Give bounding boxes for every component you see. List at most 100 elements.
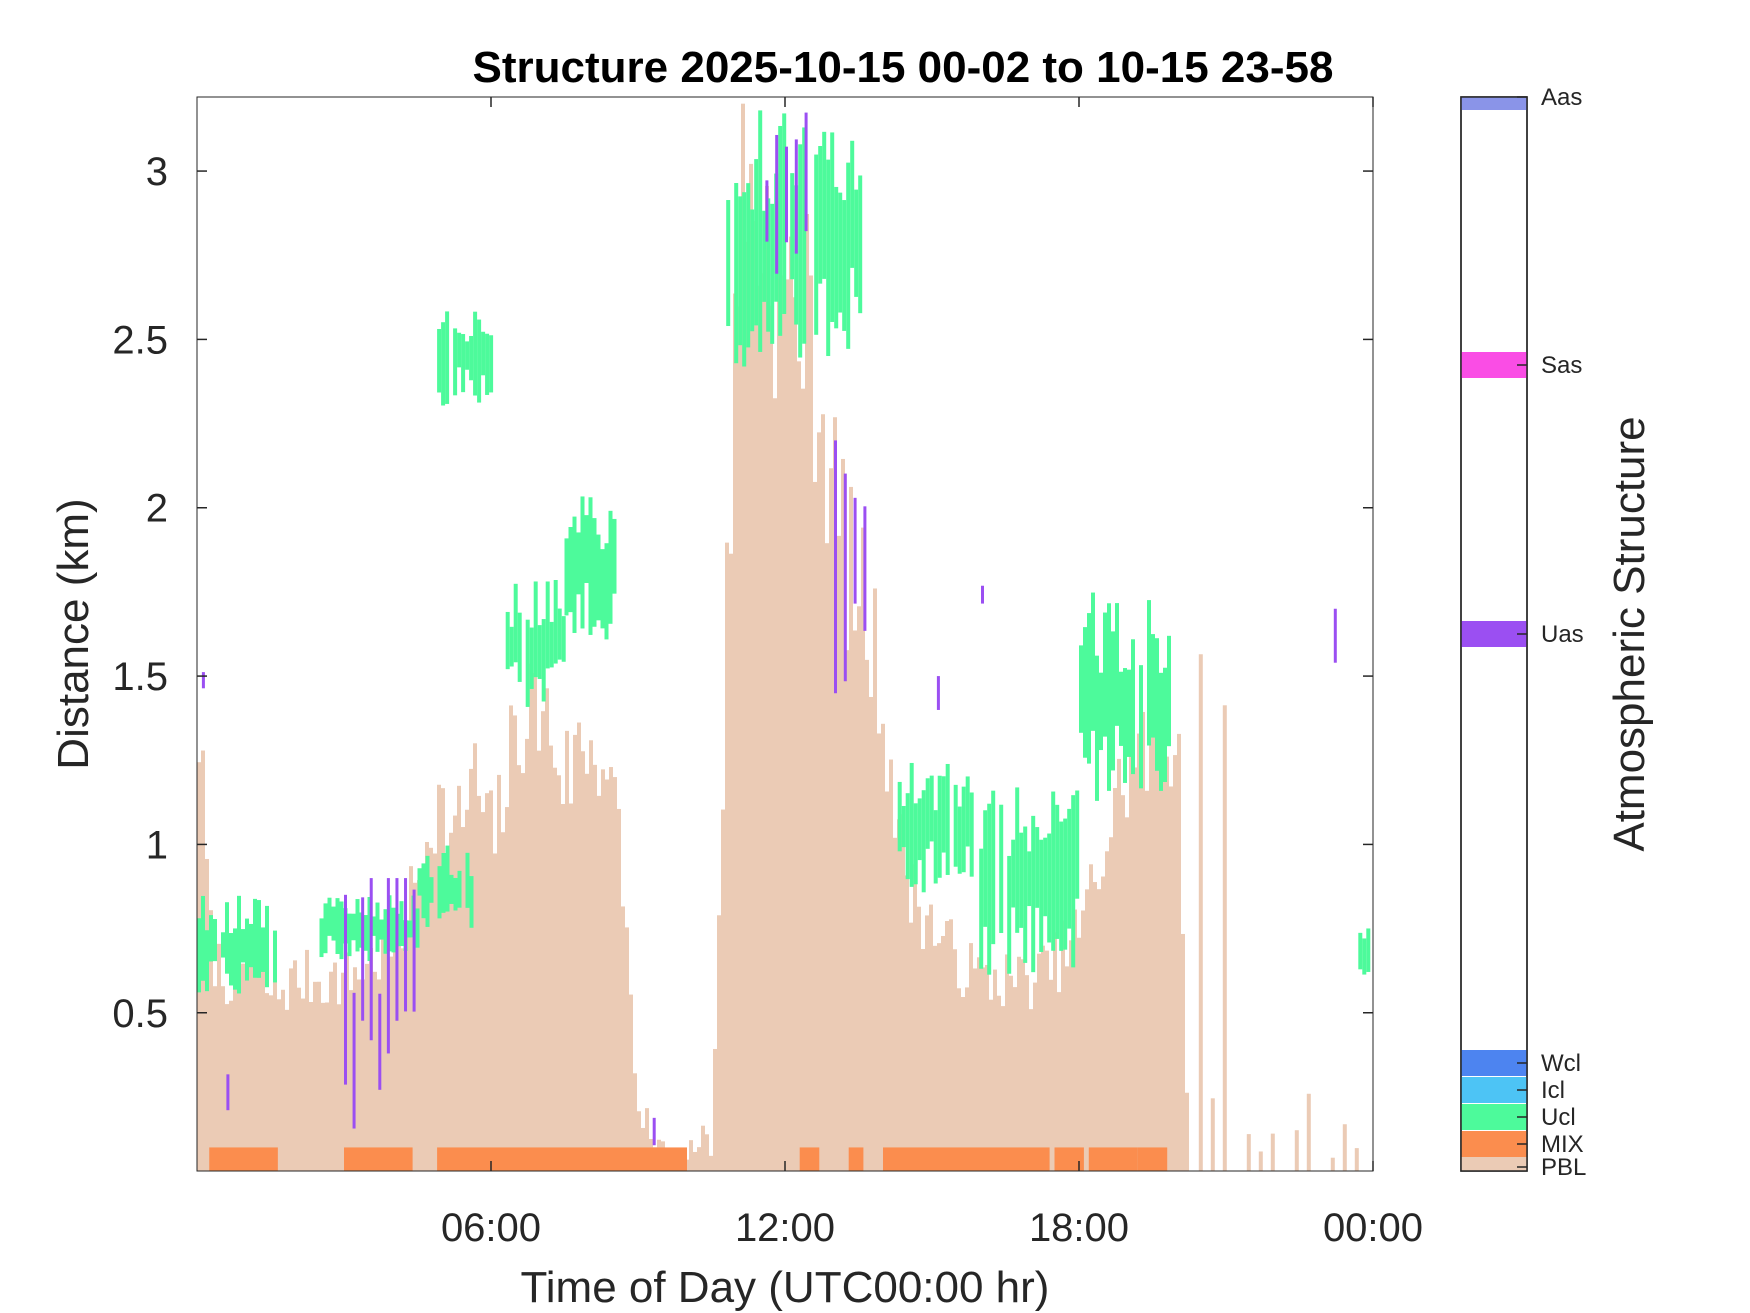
ucl-cell <box>429 877 434 903</box>
pbl-column <box>1093 882 1097 1171</box>
ucl-cell <box>858 175 863 314</box>
pbl-column <box>1153 708 1157 1171</box>
y-tick-label: 1 <box>146 823 168 867</box>
pbl-column <box>329 971 333 1171</box>
pbl-column <box>617 808 621 1171</box>
pbl-column <box>457 785 461 1171</box>
pbl-column <box>469 768 473 1171</box>
pbl-column <box>245 966 249 1171</box>
pbl-column <box>1141 711 1145 1171</box>
pbl-column <box>441 788 445 1171</box>
pbl-column <box>1145 790 1149 1171</box>
ucl-cell <box>608 510 613 624</box>
pbl-column <box>905 875 909 1171</box>
mix-segment <box>848 1147 864 1171</box>
uas-streak <box>386 878 390 1054</box>
pbl-column <box>965 987 969 1171</box>
pbl-column <box>957 988 961 1171</box>
pbl-column <box>1041 945 1045 1171</box>
pbl-column <box>257 960 261 1171</box>
pbl-column <box>1113 787 1117 1171</box>
pbl-column <box>497 774 501 1171</box>
ucl-cell <box>596 534 601 621</box>
pbl-column <box>493 853 497 1171</box>
pbl-column <box>597 795 601 1171</box>
ucl-cell <box>425 855 430 927</box>
pbl-column <box>797 361 801 1171</box>
pbl-column <box>273 974 277 1171</box>
ucl-cell <box>477 319 482 403</box>
pbl-column <box>1129 731 1133 1171</box>
ucl-cell <box>838 192 843 313</box>
ucl-cell <box>415 908 420 948</box>
pbl-column <box>1133 767 1137 1171</box>
pbl-column <box>961 996 965 1171</box>
pbl-column <box>589 740 593 1171</box>
pbl-column <box>729 553 733 1171</box>
ucl-cell <box>371 916 376 936</box>
pbl-column <box>805 213 809 1172</box>
ucl-cell <box>778 125 783 336</box>
pbl-column <box>365 963 369 1171</box>
pbl-column <box>209 910 213 1171</box>
pbl-column <box>529 663 533 1171</box>
pbl-column <box>737 306 741 1171</box>
ucl-cell <box>941 776 946 853</box>
ucl-cell <box>957 806 962 874</box>
pbl-column <box>349 990 353 1171</box>
ucl-cell <box>1131 639 1135 775</box>
ucl-cell <box>758 110 763 352</box>
ucl-cell <box>233 928 237 990</box>
colorbar-swatch-aas <box>1461 97 1527 110</box>
ucl-cell <box>445 311 450 404</box>
pbl-column <box>561 804 565 1171</box>
ucl-cell <box>1011 839 1016 908</box>
ucl-cell <box>441 853 446 913</box>
ucl-cell <box>473 311 478 396</box>
ucl-cell <box>355 899 360 952</box>
ucl-cell <box>437 866 442 919</box>
pbl-column <box>541 711 545 1171</box>
pbl-column <box>813 481 817 1172</box>
pbl-column <box>481 812 485 1171</box>
ucl-cell <box>265 905 269 988</box>
colorbar-swatch-icl <box>1461 1077 1527 1103</box>
colorbar-label-wcl: Wcl <box>1541 1050 1581 1077</box>
pbl-column <box>745 241 749 1172</box>
mix-segment <box>799 1147 820 1171</box>
ucl-cell <box>1119 671 1123 746</box>
ucl-cell <box>273 930 277 983</box>
ucl-cell <box>549 621 554 668</box>
pbl-column <box>645 1108 649 1171</box>
ucl-cell <box>1075 790 1080 899</box>
pbl-column <box>557 775 561 1171</box>
uas-streak <box>853 497 857 604</box>
pbl-column <box>809 275 813 1171</box>
ucl-cell <box>383 909 388 954</box>
colorbar-swatch-pbl <box>1461 1154 1527 1171</box>
pbl-column <box>1246 1134 1251 1171</box>
ucl-cell <box>1366 928 1371 972</box>
pbl-column <box>309 1001 313 1171</box>
pbl-column <box>221 986 225 1171</box>
ucl-cell <box>1107 603 1111 791</box>
chart-title: Structure 2025-10-15 00-02 to 10-15 23-5… <box>473 43 1334 92</box>
pbl-column <box>609 767 613 1171</box>
pbl-column <box>629 994 633 1171</box>
pbl-column <box>325 1002 329 1171</box>
ucl-cell <box>734 183 739 364</box>
pbl-column <box>1077 937 1081 1171</box>
ucl-cell <box>750 209 755 332</box>
pbl-column <box>537 750 541 1171</box>
ucl-cell <box>1055 804 1060 939</box>
pbl-column <box>733 293 737 1171</box>
ucl-cell <box>1027 851 1032 907</box>
pbl-column <box>1222 705 1227 1171</box>
ucl-cell <box>465 341 470 370</box>
pbl-column <box>693 1151 697 1171</box>
pbl-column <box>1105 851 1109 1171</box>
pbl-column <box>1330 1157 1335 1171</box>
pbl-column <box>205 858 209 1171</box>
y-tick-label: 2.5 <box>112 318 168 362</box>
colorbar-swatch-ucl <box>1461 1104 1527 1130</box>
